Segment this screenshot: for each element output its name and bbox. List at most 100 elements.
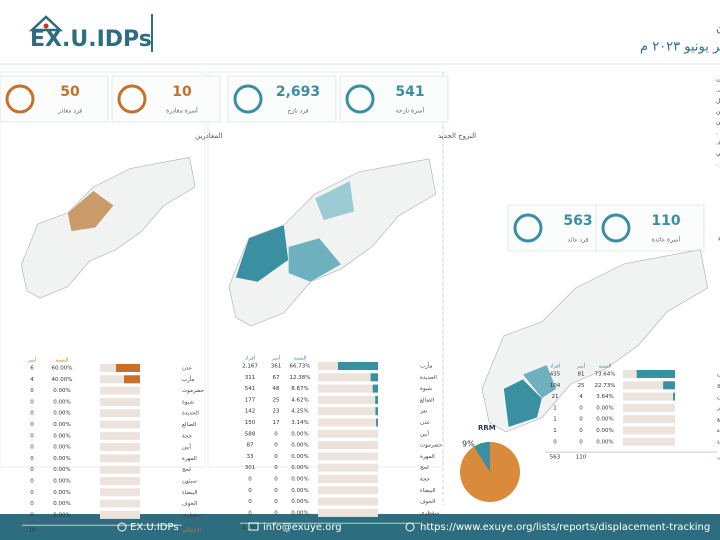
bar-track — [100, 409, 140, 418]
map — [481, 249, 708, 433]
row-name: تعز — [716, 405, 720, 411]
bar-track — [100, 454, 140, 463]
cell-pct: 0.00% — [596, 417, 613, 423]
row-name: سقطرى — [420, 510, 440, 516]
cell-individuals: 1 — [553, 405, 557, 411]
bar-track — [100, 465, 140, 474]
cell-families: 0 — [274, 454, 278, 460]
stat-box — [111, 75, 221, 123]
bar — [673, 392, 675, 401]
cell-families: 17 — [273, 420, 280, 426]
stat-box — [0, 75, 109, 123]
summary-line: الوحدة التنفيذية العائدين إلى مواطنهم ال… — [716, 149, 720, 157]
bar-track — [318, 486, 378, 495]
cell-count: 0 — [30, 445, 34, 451]
report-title: تقرير تتبع حركة النزوح والمغادرة لشهر يو… — [640, 40, 720, 55]
row-name: عدن — [420, 420, 430, 426]
bar — [375, 407, 378, 416]
cell-count: 0 — [30, 411, 34, 417]
cell-individuals: 1 — [553, 417, 557, 423]
bar-track — [318, 429, 378, 438]
bar-track — [100, 386, 140, 395]
bar-track — [100, 397, 140, 406]
column-header: أفراد — [550, 363, 561, 370]
stat-label: فرد مغادر — [57, 108, 82, 115]
row-name: الجوف — [182, 501, 198, 507]
stat-value: 2,693 — [276, 84, 320, 100]
cell-individuals: 1 — [553, 428, 557, 434]
cell-pct: 0.00% — [291, 488, 308, 494]
cell-families: 25 — [578, 383, 585, 389]
cell-count: 0 — [30, 479, 34, 485]
cell-pct: 8.87% — [291, 386, 308, 392]
logo-text: EX.U.IDPs — [30, 27, 152, 52]
logo-icon — [28, 15, 64, 32]
stat-value: 541 — [395, 84, 424, 100]
footer-name: EX.U.IDPs — [130, 522, 179, 533]
cell-count: 0 — [30, 501, 34, 507]
cell-count: 0 — [30, 433, 34, 439]
stat-icon — [233, 84, 263, 114]
row-name: عدن — [182, 366, 192, 372]
cell-families: 25 — [273, 397, 280, 403]
cell-individuals: 435 — [550, 372, 561, 378]
cell-pct: 0.00% — [53, 512, 70, 518]
total-families: 541 — [271, 526, 282, 532]
column-header: أسر — [27, 357, 37, 364]
cell-individuals: 177 — [245, 397, 256, 403]
cell-families: 0 — [274, 510, 278, 516]
cell-individuals: 541 — [245, 386, 256, 392]
cell-individuals: 2,167 — [242, 364, 258, 370]
cell-families: 48 — [273, 386, 280, 392]
cell-pct: 4.25% — [291, 409, 308, 415]
cell-individuals: 311 — [245, 375, 256, 381]
stat-box — [227, 75, 337, 123]
cell-count: 0 — [30, 512, 34, 518]
bar — [337, 362, 378, 370]
map-shape — [228, 158, 437, 327]
footer-email: info@exuye.org — [263, 522, 342, 533]
stat-icon — [5, 84, 35, 114]
column-header: النسبة — [293, 356, 306, 362]
stat-value: 110 — [651, 213, 680, 229]
cell-families: 0 — [579, 428, 583, 434]
bar-track — [318, 418, 378, 427]
section-title: النزوح الجديد — [438, 132, 476, 140]
bar-track — [623, 392, 675, 401]
cell-individuals: 21 — [552, 394, 559, 400]
row-name: الضالع — [717, 417, 720, 423]
cell-individuals: 0 — [248, 488, 252, 494]
cell-pct: 0.00% — [53, 411, 70, 417]
column-header: أسر — [271, 355, 281, 362]
stat-value: 50 — [60, 84, 80, 100]
row-name: الحديدة — [182, 411, 199, 417]
total-families: 110 — [576, 455, 587, 461]
cell-individuals: 142 — [245, 409, 256, 415]
total-individuals: 563 — [550, 455, 561, 461]
footer-icon — [405, 522, 415, 532]
cell-pct: 66.73% — [290, 364, 311, 370]
cell-pct: 73.64% — [595, 372, 616, 378]
cell-families: 0 — [274, 488, 278, 494]
cell-pct: 0.00% — [291, 510, 308, 516]
summary-line: من محافظة شبوة ، ذمار ، ريمة ، البيضاء ،… — [716, 128, 720, 136]
total-label: الإجمالي — [717, 455, 720, 461]
summary-line: الوحدة التنفيذية منذ 1 يناير حتى 30 يوني… — [716, 75, 720, 83]
cell-count: 0 — [30, 399, 34, 405]
cell-pct: 0.00% — [291, 431, 308, 437]
cell-pct: 3.64% — [596, 394, 613, 400]
map-region — [67, 190, 115, 232]
row-name: الجوف — [420, 499, 436, 505]
cell-individuals: 104 — [550, 383, 561, 389]
cell-count: 6 — [30, 366, 34, 372]
bar-track — [318, 384, 378, 393]
stat-icon — [513, 213, 543, 243]
cell-families: 0 — [274, 443, 278, 449]
section-title: العائدين — [718, 232, 720, 242]
bar — [636, 370, 675, 378]
row-name: عدن — [717, 372, 720, 378]
bar — [375, 395, 378, 404]
map-region — [288, 237, 342, 283]
total-label: الإجمالي — [182, 528, 202, 534]
bar-track — [100, 499, 140, 508]
